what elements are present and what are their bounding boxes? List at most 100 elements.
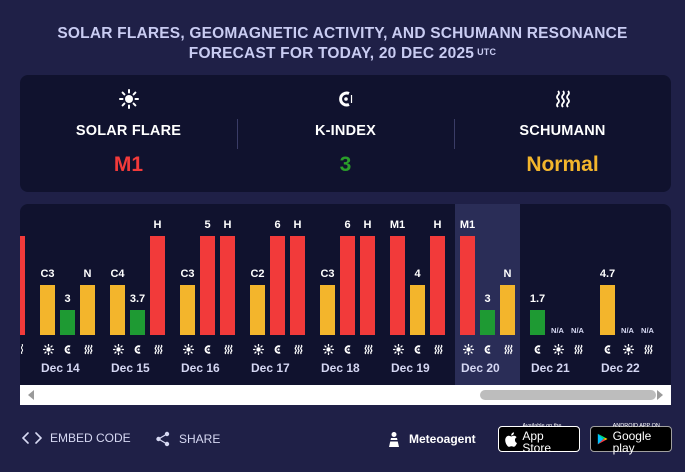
forecast-chart[interactable]: C3 3 N Dec 14 C4 3.7 H Dec 15 C3 5 H Dec 16 C2 6 H Dec … [20,204,671,385]
waves-icon [642,343,654,355]
solar-flare-value: M1 [113,153,144,176]
chart-bar-schumann [290,236,305,335]
scrollbar-thumb[interactable] [480,390,656,400]
chart-date-label: Dec 20 [461,361,500,375]
waves-icon [292,343,304,355]
chart-date-label: Dec 18 [321,361,360,375]
google-play-small-text: ANDROID APP ON [612,422,660,429]
chart-bar-label: N [83,268,92,280]
share-label: SHARE [179,432,221,446]
chart-bar-label: 4 [414,268,421,280]
embed-code-link[interactable]: EMBED CODE [22,431,131,445]
chart-bar-label: 6 [344,219,351,231]
app-store-small-text: Available on the [522,422,562,429]
chart-bar-flare [250,285,265,335]
chart-bar-kindex [340,236,355,335]
chart-bar-label: N/A [571,326,584,335]
magnet-icon [412,343,424,355]
chart-bar-schumann [220,236,235,335]
chart-bar-partial [20,236,25,335]
chart-bar-flare [40,285,55,335]
sun-icon [42,343,54,355]
brand-label: Meteoagent [409,432,476,446]
sun-icon [118,89,139,109]
title-line-1: SOLAR FLARES, GEOMAGNETIC ACTIVITY, AND … [57,25,628,42]
sun-icon [622,343,634,355]
code-brackets-icon [22,432,42,444]
chart-bar-label: N/A [551,326,564,335]
sun-icon [392,343,404,355]
chart-bar-label: 3 [484,293,491,305]
chart-bar-label: 5 [204,219,211,231]
share-icon [156,431,170,447]
waves-icon [502,343,514,355]
chart-bar-schumann [430,236,445,335]
magnet-icon [62,343,74,355]
summary-k-index: K-INDEX 3 [237,75,454,192]
magnet-icon [202,343,214,355]
share-link[interactable]: SHARE [155,431,220,447]
google-play-text: Google play [612,429,652,456]
apple-icon [505,431,517,447]
chart-bar-label: C4 [110,268,125,280]
chart-bar-label: M1 [389,219,406,231]
chart-bar-kindex [60,310,75,335]
google-play-badge[interactable]: ANDROID APP ON Google play [590,422,672,456]
chart-date-label: Dec 21 [531,361,570,375]
chart-bar-label: 4.7 [599,268,616,280]
chart-bar-label: C2 [250,268,265,280]
k-index-label: K-INDEX [314,123,376,139]
title-date: FORECAST FOR TODAY, 20 DEC 2025 [188,45,475,62]
waves-icon [152,343,164,355]
chart-bar-label: N [503,268,512,280]
chart-bar-schumann [80,285,95,335]
sun-icon [112,343,124,355]
magnet-icon [602,343,614,355]
chart-bar-label: C3 [320,268,335,280]
sun-icon [322,343,334,355]
chart-bar-label: H [293,219,302,231]
chart-bar-label: H [153,219,162,231]
summary-solar-flare: SOLAR FLARE M1 [20,75,237,192]
embed-code-label: EMBED CODE [50,431,131,445]
chart-date-label: Dec 17 [251,361,290,375]
meteoagent-logo-icon [389,432,399,447]
utc-label: UTC [477,47,497,57]
chart-bar-label: H [433,219,442,231]
chart-bar-label: H [363,219,372,231]
waves-icon [362,343,374,355]
chart-bar-schumann [150,236,165,335]
chart-date-label: Dec 19 [391,361,430,375]
scroll-left-icon[interactable] [28,390,34,400]
title-line-2: FORECAST FOR TODAY, 20 DEC 2025 UTC [0,44,685,64]
app-store-badge[interactable]: Available on the App Store [498,422,580,456]
sun-icon [462,343,474,355]
app-store-text: App Store [522,429,552,456]
chart-bar-label: C3 [40,268,55,280]
chart-bar-label: 3.7 [129,293,146,305]
chart-bar-label: N/A [641,326,654,335]
chart-date-label: Dec 14 [41,361,80,375]
chart-bar-kindex [270,236,285,335]
chart-date-label: Dec 22 [601,361,640,375]
chart-bar-kindex [600,285,615,335]
chart-bar-flare [390,236,405,335]
chart-scrollbar[interactable] [20,385,671,405]
chart-bar-flare [320,285,335,335]
waves-icon [82,343,94,355]
chart-bar-kindex [410,285,425,335]
sun-icon [252,343,264,355]
scroll-right-icon[interactable] [657,390,663,400]
chart-bar-label: 3 [64,293,71,305]
waves-icon [572,343,584,355]
meteoagent-brand[interactable]: Meteoagent [387,431,476,447]
chart-bar-flare [460,236,475,335]
chart-bar-kindex [200,236,215,335]
chart-bar-kindex [530,310,545,335]
waves-icon [222,343,234,355]
footer: EMBED CODE SHARE Meteoagent Available on… [0,422,685,456]
magnet-icon [482,343,494,355]
summary-panel: SOLAR FLARE M1 K-INDEX 3 SCHUMANN Normal [20,75,671,192]
page-title: SOLAR FLARES, GEOMAGNETIC ACTIVITY, AND … [0,24,685,64]
chart-date-label: Dec 16 [181,361,220,375]
